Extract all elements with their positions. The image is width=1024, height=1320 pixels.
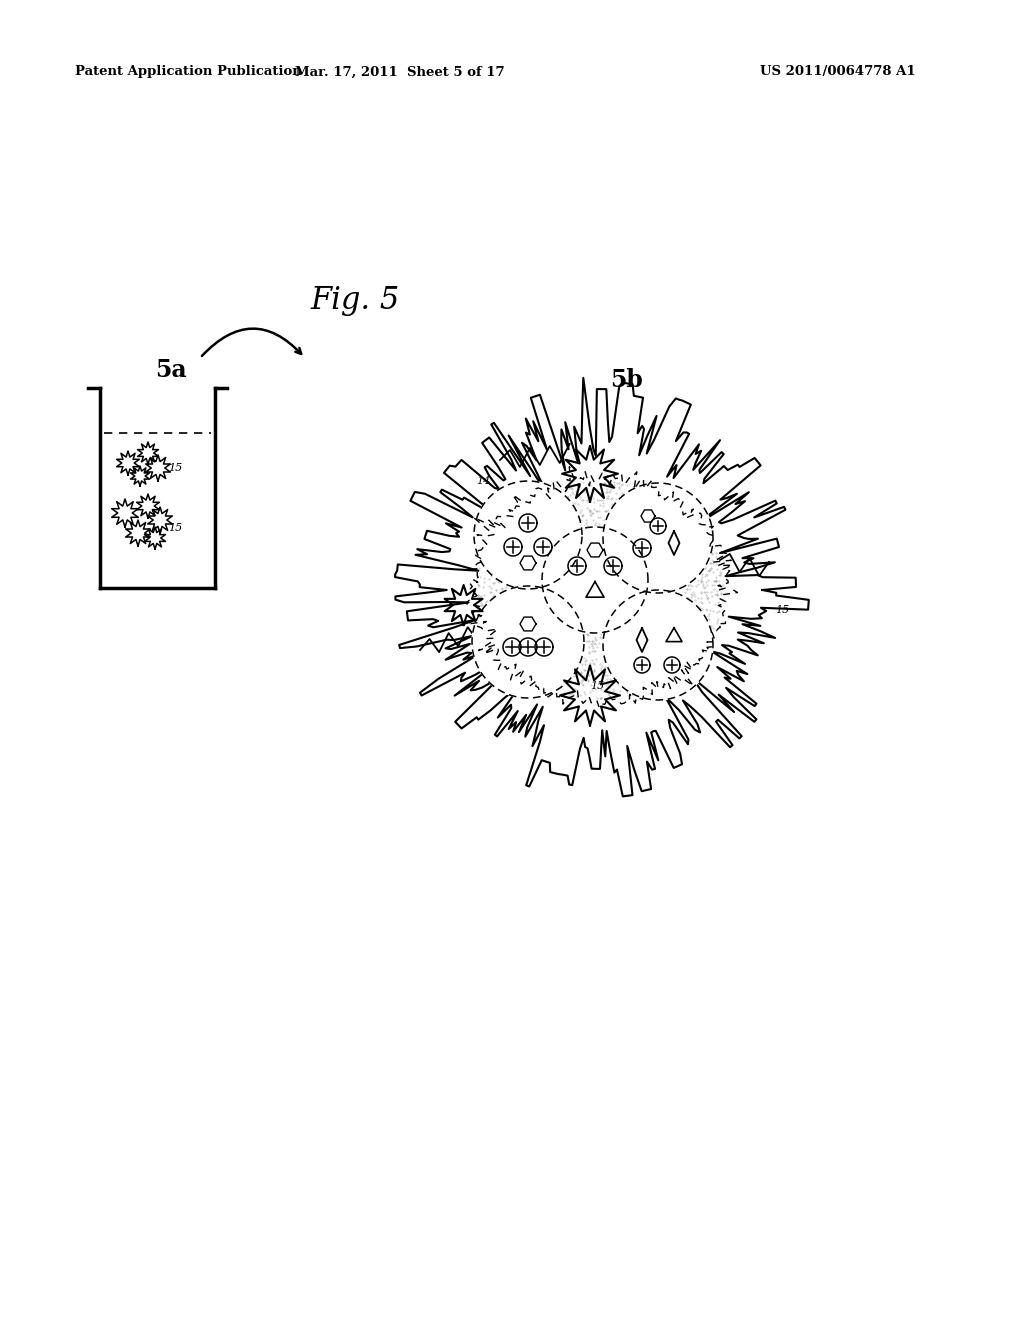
Text: Patent Application Publication: Patent Application Publication: [75, 66, 302, 78]
Polygon shape: [395, 378, 809, 796]
Text: 5b: 5b: [610, 368, 643, 392]
Text: 15: 15: [775, 605, 790, 615]
Polygon shape: [542, 527, 648, 634]
Polygon shape: [603, 483, 713, 593]
Text: 15: 15: [168, 523, 182, 533]
Text: Mar. 17, 2011  Sheet 5 of 17: Mar. 17, 2011 Sheet 5 of 17: [295, 66, 505, 78]
Text: 14: 14: [476, 477, 490, 487]
Text: US 2011/0064778 A1: US 2011/0064778 A1: [760, 66, 915, 78]
Polygon shape: [474, 480, 582, 589]
Text: 5a: 5a: [155, 358, 186, 381]
Text: 15: 15: [168, 463, 182, 473]
Polygon shape: [472, 586, 584, 698]
Text: 15: 15: [590, 681, 604, 692]
Polygon shape: [603, 590, 713, 700]
Text: Fig. 5: Fig. 5: [310, 285, 399, 315]
